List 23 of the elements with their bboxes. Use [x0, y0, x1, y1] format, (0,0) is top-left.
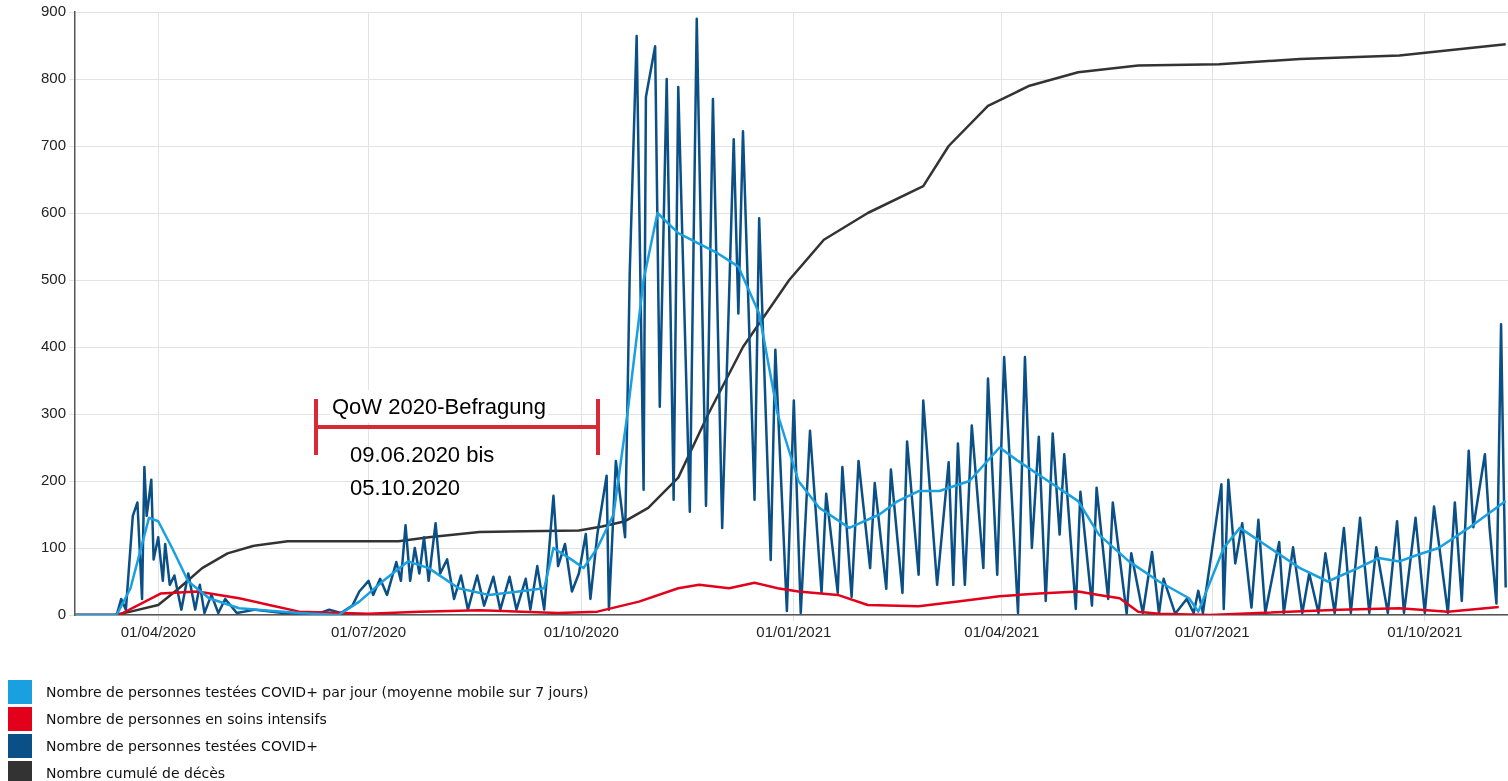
x-tick-label: 01/07/2020 — [331, 623, 407, 641]
annotation: 09.06.2020 bis 05.10.2020 — [349, 441, 496, 502]
y-tick-label: 600 — [41, 203, 67, 221]
annotation: QoW 2020-Befragung — [330, 390, 549, 423]
y-tick-label: 200 — [41, 471, 67, 489]
x-tick-label: 01/04/2020 — [120, 623, 196, 641]
y-tick-label: 700 — [41, 136, 67, 154]
y-tick-label: 500 — [41, 270, 67, 288]
x-tick-label: 01/10/2020 — [543, 623, 619, 641]
y-tick-label: 0 — [57, 605, 67, 623]
legend-label: Nombre cumulé de décès — [46, 764, 226, 781]
y-tick-label: 300 — [41, 404, 67, 422]
x-tick-label: 01/07/2021 — [1174, 623, 1250, 641]
y-tick-label: 400 — [41, 337, 67, 355]
y-tick-label: 800 — [41, 69, 67, 87]
legend-label: Nombre de personnes testées COVID+ — [46, 737, 318, 754]
x-tick-label: 01/10/2021 — [1387, 623, 1463, 641]
y-tick-label: 100 — [41, 538, 67, 556]
x-tick-label: 01/04/2021 — [964, 623, 1040, 641]
y-tick-label: 900 — [41, 2, 67, 20]
x-tick-label: 01/01/2021 — [756, 623, 832, 641]
legend-label: Nombre de personnes testées COVID+ par jour (moyenne mobile sur 7 jours) — [46, 683, 589, 700]
legend-label: Nombre de personnes en soins intensifs — [46, 710, 327, 727]
